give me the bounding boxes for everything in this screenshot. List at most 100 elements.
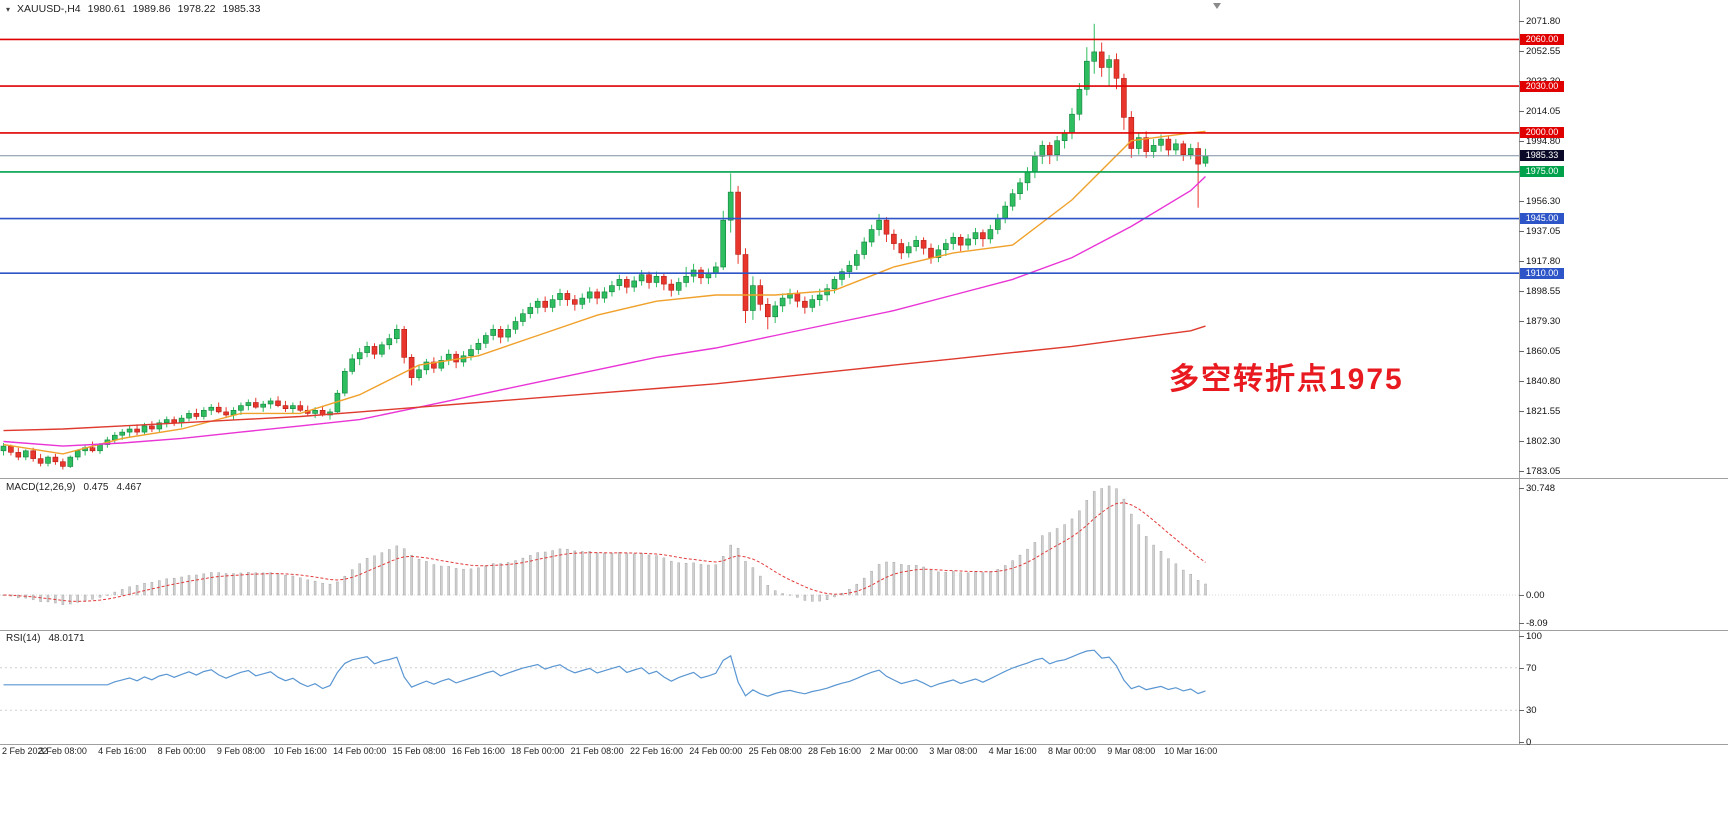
candles-layer: [0, 23, 1209, 470]
candle: [431, 357, 437, 373]
candle: [594, 288, 600, 305]
candle: [972, 228, 979, 246]
price-axis-tick: [1519, 111, 1524, 112]
candle: [1202, 148, 1209, 167]
candle: [631, 276, 638, 292]
symbol-timeframe: XAUUSD-,H4: [17, 3, 81, 15]
symbol-dropdown-icon[interactable]: ▾: [6, 4, 11, 14]
ma-slow-line: [3, 325, 1206, 432]
candle: [698, 266, 704, 285]
chart-title: ▾ XAUUSD-,H4 1980.61 1989.86 1978.22 198…: [6, 3, 261, 15]
candle: [980, 229, 986, 247]
candle: [853, 249, 860, 270]
candle: [290, 402, 296, 414]
price-axis-label: 1783.05: [1526, 466, 1561, 477]
rsi-axis-tick: [1519, 710, 1524, 711]
price-axis-tick: [1519, 21, 1524, 22]
time-axis-label: 10 Feb 16:00: [273, 746, 327, 756]
candle: [349, 354, 356, 375]
candle: [646, 271, 652, 289]
ohlc-close: 1985.33: [222, 3, 261, 15]
candle: [527, 302, 534, 319]
candle: [379, 341, 385, 358]
price-axis-label: 1917.80: [1526, 256, 1561, 267]
candle: [876, 213, 882, 236]
candle: [928, 243, 934, 264]
time-axis-label: 18 Feb 00:00: [511, 746, 565, 756]
candle: [839, 268, 845, 286]
macd-panel-canvas[interactable]: [0, 478, 1519, 630]
time-axis-label: 9 Feb 08:00: [216, 746, 265, 756]
candle: [371, 343, 378, 359]
candle: [149, 421, 155, 433]
macd-axis-tick: [1519, 623, 1524, 624]
candle: [720, 210, 727, 270]
candle: [846, 260, 853, 278]
time-axis-label: 22 Feb 16:00: [629, 746, 684, 756]
price-badge-2060.00: 2060.00: [1520, 33, 1564, 45]
price-axis-label: 1937.05: [1526, 226, 1561, 237]
rsi-panel-canvas[interactable]: [0, 630, 1519, 744]
candle: [1017, 178, 1023, 200]
candle: [779, 293, 786, 313]
candle: [802, 296, 808, 314]
candle: [468, 344, 474, 361]
time-axis-label: 9 Mar 08:00: [1107, 746, 1156, 756]
candle: [1076, 83, 1083, 121]
candle: [772, 301, 779, 323]
time-axis-label: 24 Feb 00:00: [689, 746, 743, 756]
candle: [1002, 201, 1009, 224]
candle: [423, 358, 430, 375]
macd-name: MACD(12,26,9): [6, 482, 76, 493]
price-axis-tick: [1519, 381, 1524, 382]
price-axis-label: 1956.30: [1526, 196, 1561, 207]
price-axis-label: 2014.05: [1526, 106, 1561, 117]
time-axis-label: 21 Feb 08:00: [570, 746, 624, 756]
candle: [497, 326, 504, 344]
candle: [727, 173, 734, 233]
candle: [913, 235, 920, 252]
candle: [1180, 140, 1187, 161]
price-axis-label: 1840.80: [1526, 376, 1561, 387]
macd-axis-label: 30.748: [1526, 483, 1556, 494]
price-chart-canvas[interactable]: [0, 0, 1519, 478]
rsi-axis-tick: [1519, 636, 1524, 637]
time-axis-label: 3 Mar 08:00: [929, 746, 978, 756]
macd-main-value: 0.475: [83, 482, 109, 493]
candle: [905, 242, 912, 258]
time-axis-label: 25 Feb 08:00: [748, 746, 802, 756]
time-axis-label: 2 Mar 00:00: [869, 746, 918, 756]
price-axis-tick: [1519, 141, 1524, 142]
candle: [475, 338, 482, 355]
price-badge-2000.00: 2000.00: [1520, 127, 1564, 139]
candle: [82, 444, 88, 456]
candle: [950, 232, 957, 250]
candle: [675, 277, 682, 295]
candle: [1143, 131, 1149, 158]
price-axis-tick: [1519, 411, 1524, 412]
candle: [549, 295, 556, 313]
candle: [245, 399, 252, 411]
candle: [668, 279, 675, 297]
rsi-indicator-label: RSI(14) 48.0171: [6, 633, 85, 644]
time-axis-label: 15 Feb 08:00: [392, 746, 446, 756]
candle: [920, 237, 927, 255]
price-axis-tick: [1519, 201, 1524, 202]
chart-annotation[interactable]: 多空转折点1975: [1169, 363, 1404, 396]
chart-shift-marker[interactable]: [1213, 3, 1221, 9]
candle: [186, 410, 192, 422]
price-axis-tick: [1519, 441, 1524, 442]
candle: [1106, 55, 1112, 87]
candle: [942, 238, 949, 256]
candle: [705, 268, 712, 285]
price-axis-tick: [1519, 291, 1524, 292]
candle: [505, 324, 511, 342]
candle: [935, 245, 942, 263]
candle: [386, 333, 393, 350]
candle: [1150, 139, 1157, 158]
price-badge-1945.00: 1945.00: [1520, 213, 1564, 225]
candle: [22, 449, 29, 461]
price-axis-label: 1898.55: [1526, 286, 1561, 297]
macd-signal-value: 4.467: [116, 482, 142, 493]
candle: [764, 298, 771, 330]
